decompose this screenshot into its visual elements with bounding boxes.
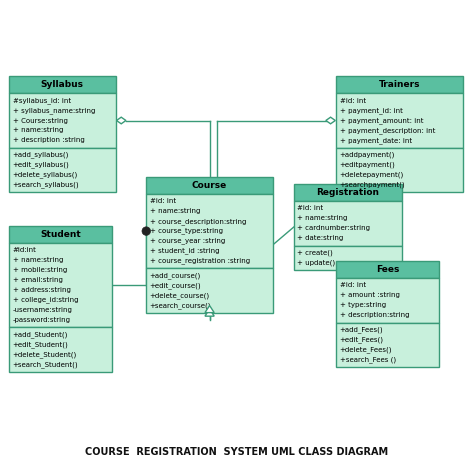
Text: +edit_syllabus(): +edit_syllabus() — [12, 162, 69, 168]
Text: + description:string: + description:string — [339, 312, 409, 318]
Bar — [9, 93, 116, 148]
Text: + payment_id: int: + payment_id: int — [339, 107, 402, 114]
Text: +delete_Student(): +delete_Student() — [12, 351, 77, 358]
Text: + name:string: + name:string — [12, 257, 63, 264]
Bar — [336, 148, 463, 192]
Text: #id: int: #id: int — [150, 198, 176, 204]
Text: + college_id:string: + college_id:string — [12, 297, 78, 303]
Text: +edit_Student(): +edit_Student() — [12, 341, 68, 348]
Text: + amount :string: + amount :string — [339, 292, 400, 298]
Bar — [294, 184, 402, 201]
Text: Course: Course — [192, 181, 227, 190]
Text: #syllabus_id: int: #syllabus_id: int — [12, 97, 71, 104]
Text: +search_syllabus(): +search_syllabus() — [12, 182, 79, 188]
Polygon shape — [326, 117, 335, 124]
Text: #id: int: #id: int — [339, 283, 365, 289]
Text: Student: Student — [40, 230, 81, 239]
Text: Fees: Fees — [376, 265, 400, 274]
Text: #id: int: #id: int — [297, 205, 323, 211]
Text: +add_Student(): +add_Student() — [12, 331, 68, 338]
Text: +editpayment(): +editpayment() — [339, 162, 395, 168]
Text: #id:int: #id:int — [12, 247, 36, 254]
Bar — [146, 268, 273, 313]
Text: +delete_syllabus(): +delete_syllabus() — [12, 172, 78, 178]
Polygon shape — [205, 309, 214, 316]
Bar — [146, 177, 273, 194]
Text: +deletepayment(): +deletepayment() — [339, 172, 404, 178]
Circle shape — [142, 227, 151, 236]
Text: + email:string: + email:string — [12, 277, 63, 283]
Text: +search_course(): +search_course() — [150, 302, 211, 309]
Text: +addpayment(): +addpayment() — [339, 152, 395, 158]
Text: Syllabus: Syllabus — [41, 80, 84, 89]
Text: +edit_Fees(): +edit_Fees() — [339, 337, 383, 343]
Text: + description :string: + description :string — [12, 137, 84, 143]
Bar — [336, 278, 439, 322]
Text: +search_Student(): +search_Student() — [12, 361, 78, 368]
Text: + Course:string: + Course:string — [12, 118, 67, 124]
Text: -password:string: -password:string — [12, 317, 71, 323]
Bar — [9, 76, 116, 93]
Text: + course_type:string: + course_type:string — [150, 228, 223, 235]
Text: + name:string: + name:string — [12, 128, 63, 133]
Text: + date:string: + date:string — [297, 235, 343, 241]
Text: Registration: Registration — [317, 188, 380, 197]
Bar — [336, 322, 439, 367]
Bar — [336, 261, 439, 278]
Text: + update(): + update() — [297, 259, 335, 266]
Text: + address:string: + address:string — [12, 287, 70, 293]
Text: +add_syllabus(): +add_syllabus() — [12, 152, 69, 158]
Bar — [336, 93, 463, 148]
Text: -username:string: -username:string — [12, 307, 73, 313]
Text: + syllabus_name:string: + syllabus_name:string — [12, 107, 95, 114]
Text: + mobile:string: + mobile:string — [12, 267, 67, 273]
Text: #id: int: #id: int — [339, 98, 365, 104]
Text: + create(): + create() — [297, 250, 333, 256]
Bar — [294, 201, 402, 246]
Text: +delete_course(): +delete_course() — [150, 292, 210, 299]
Text: + course_registration :string: + course_registration :string — [150, 257, 250, 264]
Text: + name:string: + name:string — [150, 208, 200, 214]
Polygon shape — [117, 117, 126, 124]
Text: + course_description:string: + course_description:string — [150, 218, 246, 225]
Text: + name:string: + name:string — [297, 215, 347, 221]
Text: + payment_description: int: + payment_description: int — [339, 127, 435, 134]
Text: +searchpayment(): +searchpayment() — [339, 182, 405, 188]
Text: + payment_amount: int: + payment_amount: int — [339, 117, 423, 124]
Polygon shape — [205, 306, 214, 313]
Text: +add_Fees(): +add_Fees() — [339, 327, 383, 333]
Text: +delete_Fees(): +delete_Fees() — [339, 346, 392, 353]
Bar — [146, 194, 273, 268]
Text: +add_course(): +add_course() — [150, 272, 201, 279]
Text: COURSE  REGISTRATION  SYSTEM UML CLASS DIAGRAM: COURSE REGISTRATION SYSTEM UML CLASS DIA… — [85, 447, 389, 457]
Text: Trainers: Trainers — [379, 80, 420, 89]
Bar — [9, 226, 112, 243]
Bar — [336, 76, 463, 93]
Bar — [9, 243, 112, 327]
Text: + course_year :string: + course_year :string — [150, 237, 225, 245]
Text: + student_id :string: + student_id :string — [150, 247, 219, 255]
Text: + cardnumber:string: + cardnumber:string — [297, 225, 370, 231]
Text: +edit_course(): +edit_course() — [150, 282, 201, 289]
Text: +search_Fees (): +search_Fees () — [339, 356, 396, 363]
Bar — [294, 246, 402, 270]
Bar — [9, 148, 116, 192]
Text: + type:string: + type:string — [339, 302, 386, 308]
Text: + payment_date: int: + payment_date: int — [339, 137, 412, 144]
Bar — [9, 327, 112, 372]
